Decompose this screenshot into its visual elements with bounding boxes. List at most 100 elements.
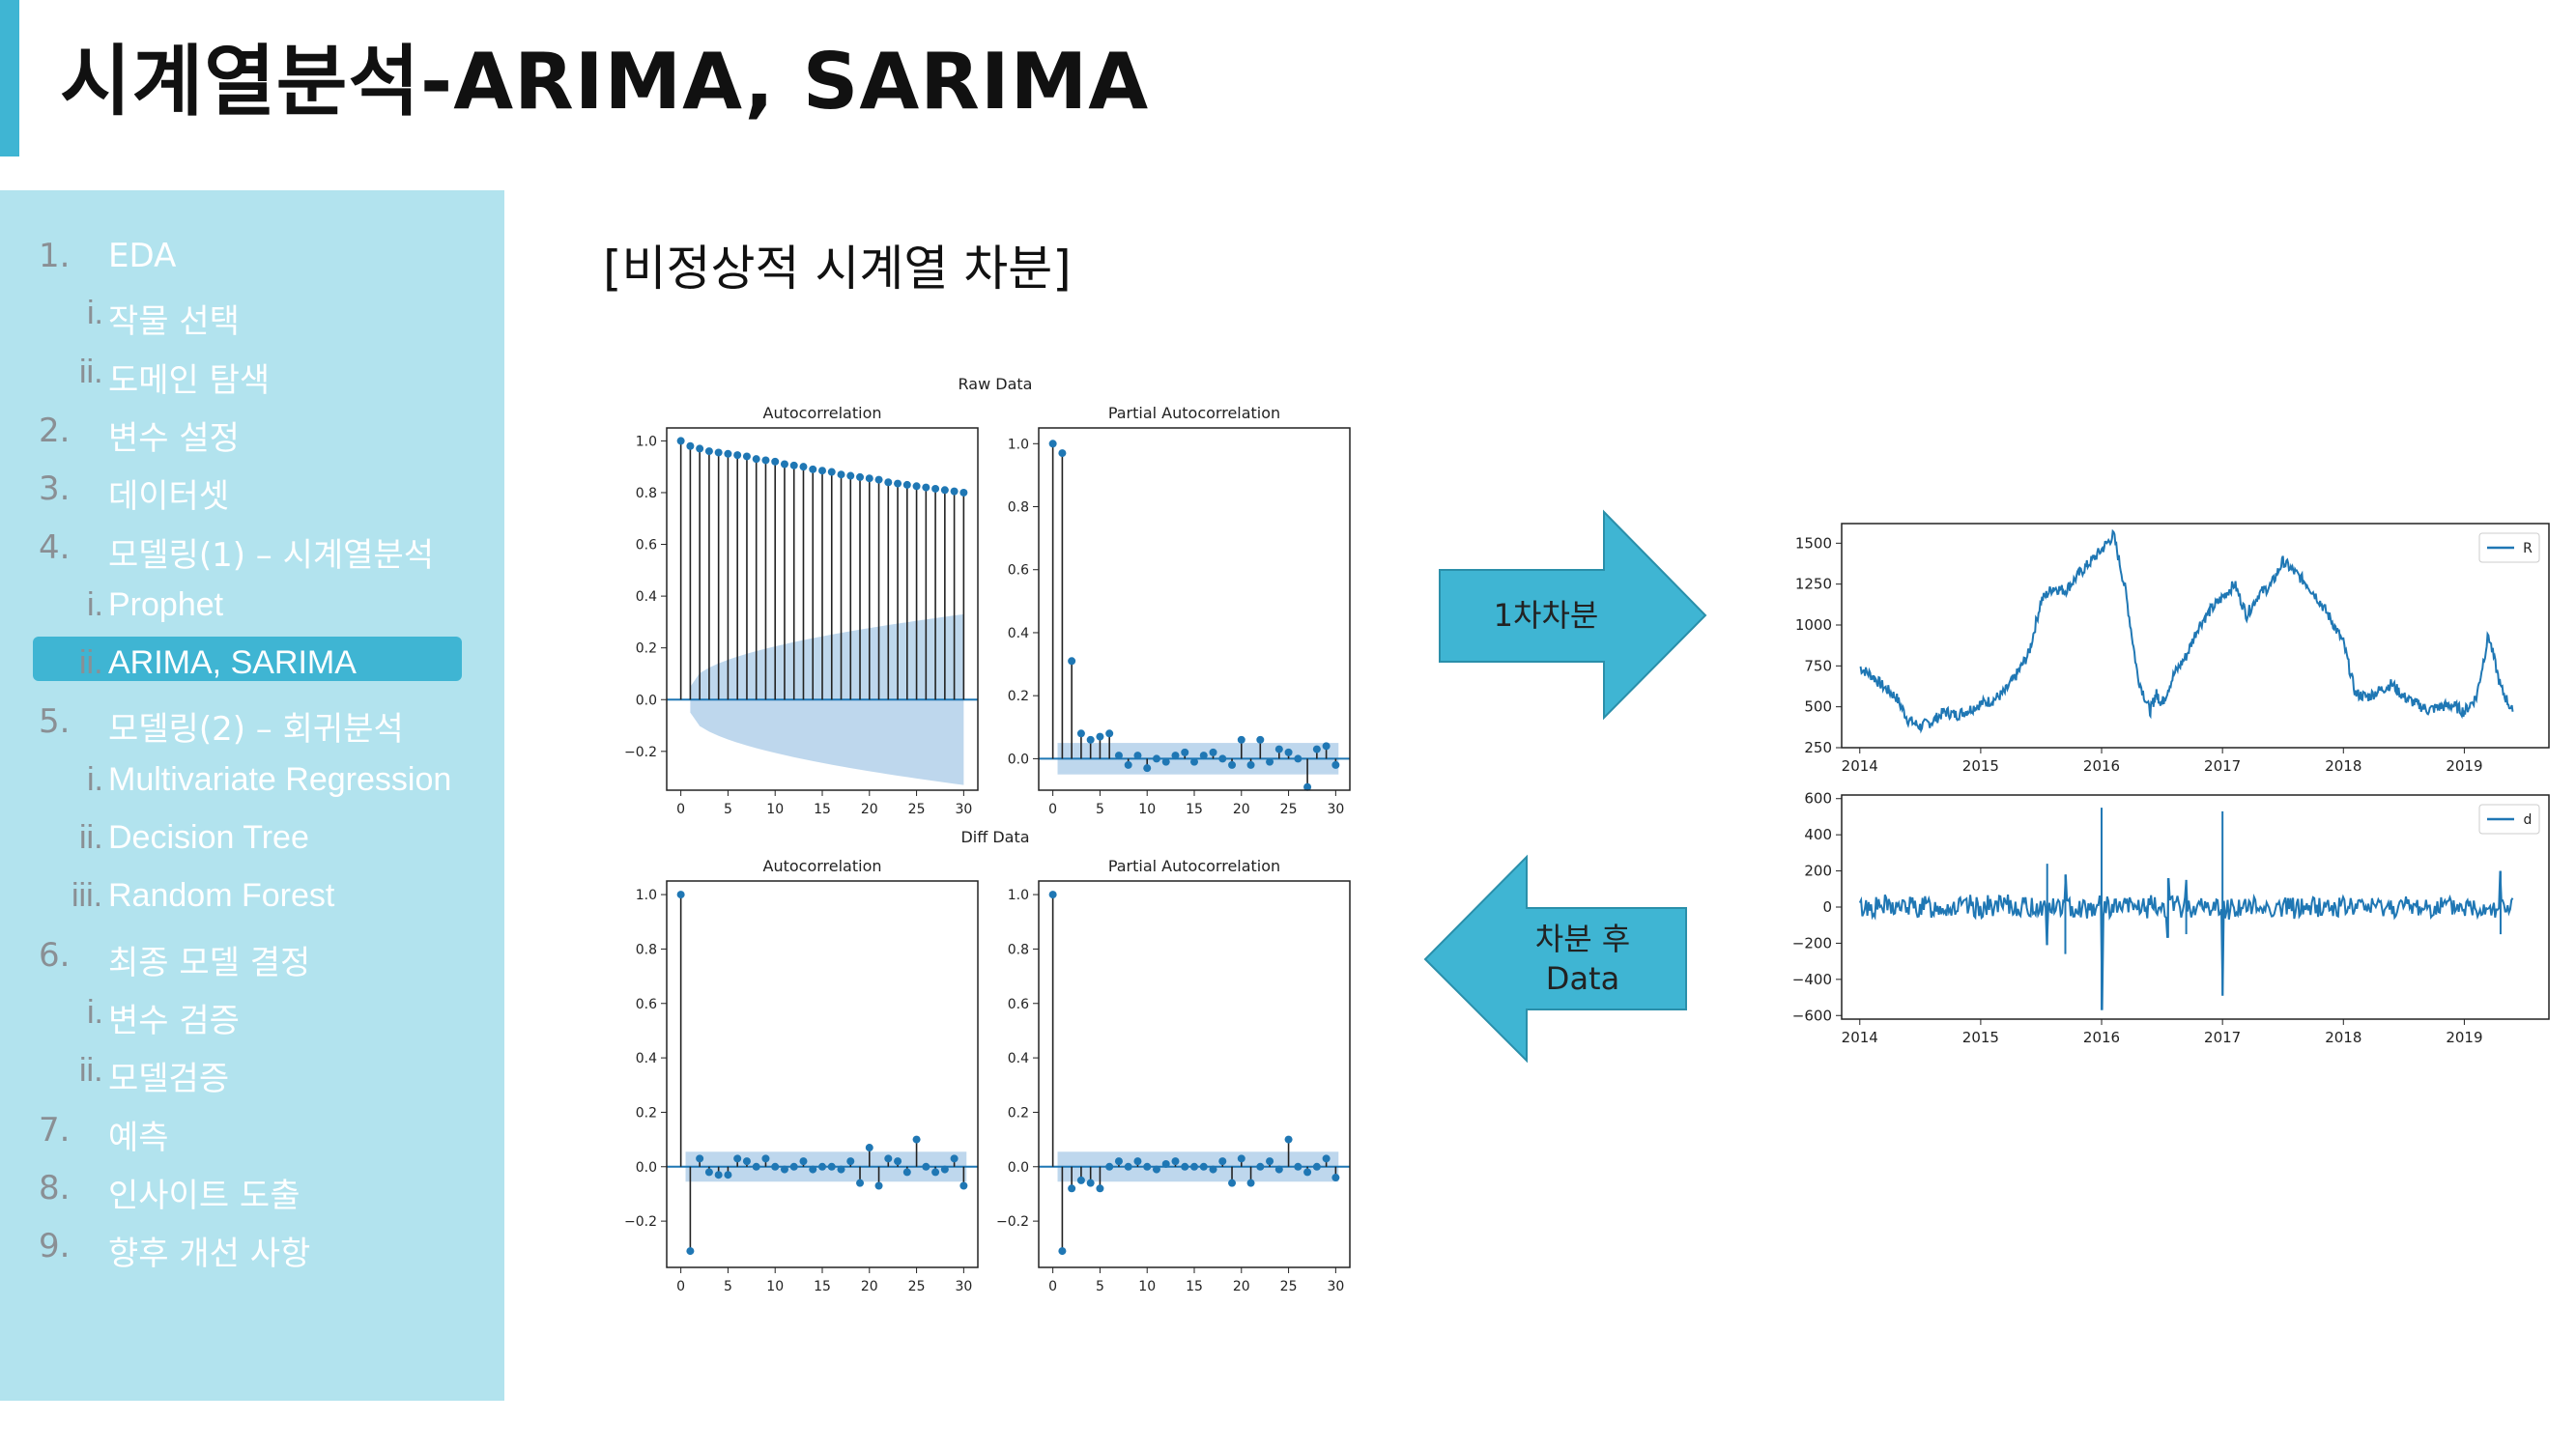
stem-marker	[1322, 742, 1331, 751]
stem-marker	[837, 1165, 845, 1174]
stem-marker	[1294, 1162, 1302, 1171]
stem-marker	[1303, 1168, 1312, 1177]
stem-marker	[1199, 1162, 1208, 1171]
sidebar-item-label: 데이터셋	[108, 477, 230, 517]
stem-marker	[884, 478, 893, 487]
sidebar-item-number: 8.	[39, 1168, 71, 1208]
confidence-band	[690, 613, 964, 785]
stem-marker	[894, 479, 902, 488]
x-tick-label: 0	[1048, 802, 1057, 817]
y-tick-label: 250	[1804, 739, 1832, 756]
stem-marker	[922, 1162, 930, 1171]
stem-marker	[1086, 1179, 1095, 1187]
title-accent-bar	[0, 0, 19, 156]
stem-marker	[1076, 1176, 1085, 1184]
correlogram-2	[661, 880, 979, 1273]
stem-marker	[1161, 1159, 1170, 1168]
stem-marker	[1143, 1162, 1152, 1171]
correlogram-3	[1033, 880, 1351, 1273]
x-tick-label: 2014	[1842, 757, 1878, 775]
y-tick-label: −200	[1792, 934, 1832, 952]
x-tick-label: 0	[676, 1279, 685, 1294]
stem-marker	[837, 470, 845, 479]
stem-marker	[922, 483, 930, 492]
stem-marker	[1312, 1162, 1321, 1171]
stem-marker	[771, 457, 780, 466]
stem-marker	[950, 487, 959, 496]
left-arrow-label-1: 차분 후	[1535, 921, 1631, 957]
stem-marker	[827, 1162, 836, 1171]
stem-marker	[818, 467, 826, 475]
stem-marker	[1105, 729, 1114, 738]
x-tick-label: 30	[955, 1279, 972, 1294]
stem-marker	[1058, 449, 1067, 458]
y-tick-label: 0.8	[1008, 942, 1029, 957]
y-tick-label: −0.2	[996, 1214, 1029, 1230]
stem-marker	[1096, 732, 1104, 741]
stem-marker	[1209, 1165, 1217, 1174]
y-tick-label: 0.0	[636, 1160, 657, 1176]
stem-marker	[931, 1168, 940, 1177]
stem-marker	[931, 484, 940, 493]
stem-marker	[742, 452, 751, 461]
stem-marker	[1152, 754, 1160, 763]
y-tick-label: 0.4	[636, 589, 657, 605]
stem-marker	[959, 488, 968, 497]
x-tick-label: 15	[1186, 802, 1203, 817]
x-tick-label: 2019	[2446, 1029, 2482, 1046]
stem-marker	[1143, 764, 1152, 773]
y-tick-label: 750	[1804, 657, 1832, 674]
stem-marker	[912, 482, 921, 491]
y-tick-label: 0.6	[1008, 997, 1029, 1012]
sidebar-item-label: ARIMA, SARIMA	[108, 644, 357, 682]
y-tick-label: 0.6	[636, 538, 657, 554]
plot-frame	[1841, 523, 2550, 749]
stem-marker	[1256, 1162, 1265, 1171]
chart-title: Autocorrelation	[763, 857, 882, 875]
y-tick-label: 0.6	[636, 997, 657, 1012]
correlogram-0	[661, 427, 979, 796]
stem-marker	[1190, 757, 1198, 766]
slide-title: 시계열분석-ARIMA, SARIMA	[60, 37, 1150, 127]
y-tick-label: 0.0	[636, 693, 657, 708]
plot-frame	[666, 880, 979, 1268]
y-tick-label: −600	[1792, 1007, 1832, 1024]
stem-marker	[1303, 782, 1312, 791]
x-tick-label: 2014	[1842, 1029, 1878, 1046]
stem-marker	[874, 1181, 883, 1190]
y-tick-label: 0.2	[1008, 1105, 1029, 1121]
stem-marker	[1133, 752, 1142, 760]
y-tick-label: 0.2	[636, 641, 657, 657]
stem-marker	[752, 455, 760, 464]
stem-marker	[1114, 752, 1123, 760]
sidebar-item-label: Prophet	[108, 585, 224, 623]
legend-box	[2478, 804, 2540, 835]
series-line	[1859, 528, 2514, 734]
y-tick-label: 1500	[1795, 534, 1832, 552]
stem-marker	[865, 1144, 873, 1152]
series-line	[1858, 870, 2514, 1010]
stem-marker	[1171, 1157, 1180, 1166]
confidence-band	[1057, 743, 1339, 775]
sidebar-item-label: 최종 모델 결정	[108, 943, 311, 982]
sidebar-item-number: i.	[87, 993, 103, 1031]
stem-marker	[789, 461, 798, 469]
stem-marker	[1048, 891, 1057, 899]
sidebar-item-number: i.	[87, 585, 103, 623]
x-tick-label: 2017	[2204, 757, 2241, 775]
plot-frame	[1841, 794, 2550, 1020]
x-tick-label: 30	[1327, 1279, 1344, 1294]
stem-marker	[676, 437, 685, 445]
stem-marker	[1237, 1154, 1245, 1163]
stem-marker	[1076, 729, 1085, 738]
x-tick-label: 10	[766, 802, 784, 817]
sidebar-item-label: 모델검증	[108, 1060, 230, 1099]
stem-marker	[1171, 752, 1180, 760]
stem-marker	[1068, 657, 1076, 666]
stem-marker	[771, 1162, 780, 1171]
sidebar-item-label: Multivariate Regression	[108, 760, 452, 798]
sidebar-item-label: 인사이트 도출	[108, 1176, 301, 1215]
stem-marker	[1294, 754, 1302, 763]
x-tick-label: 2017	[2204, 1029, 2241, 1046]
y-tick-label: 1.0	[1008, 437, 1029, 452]
